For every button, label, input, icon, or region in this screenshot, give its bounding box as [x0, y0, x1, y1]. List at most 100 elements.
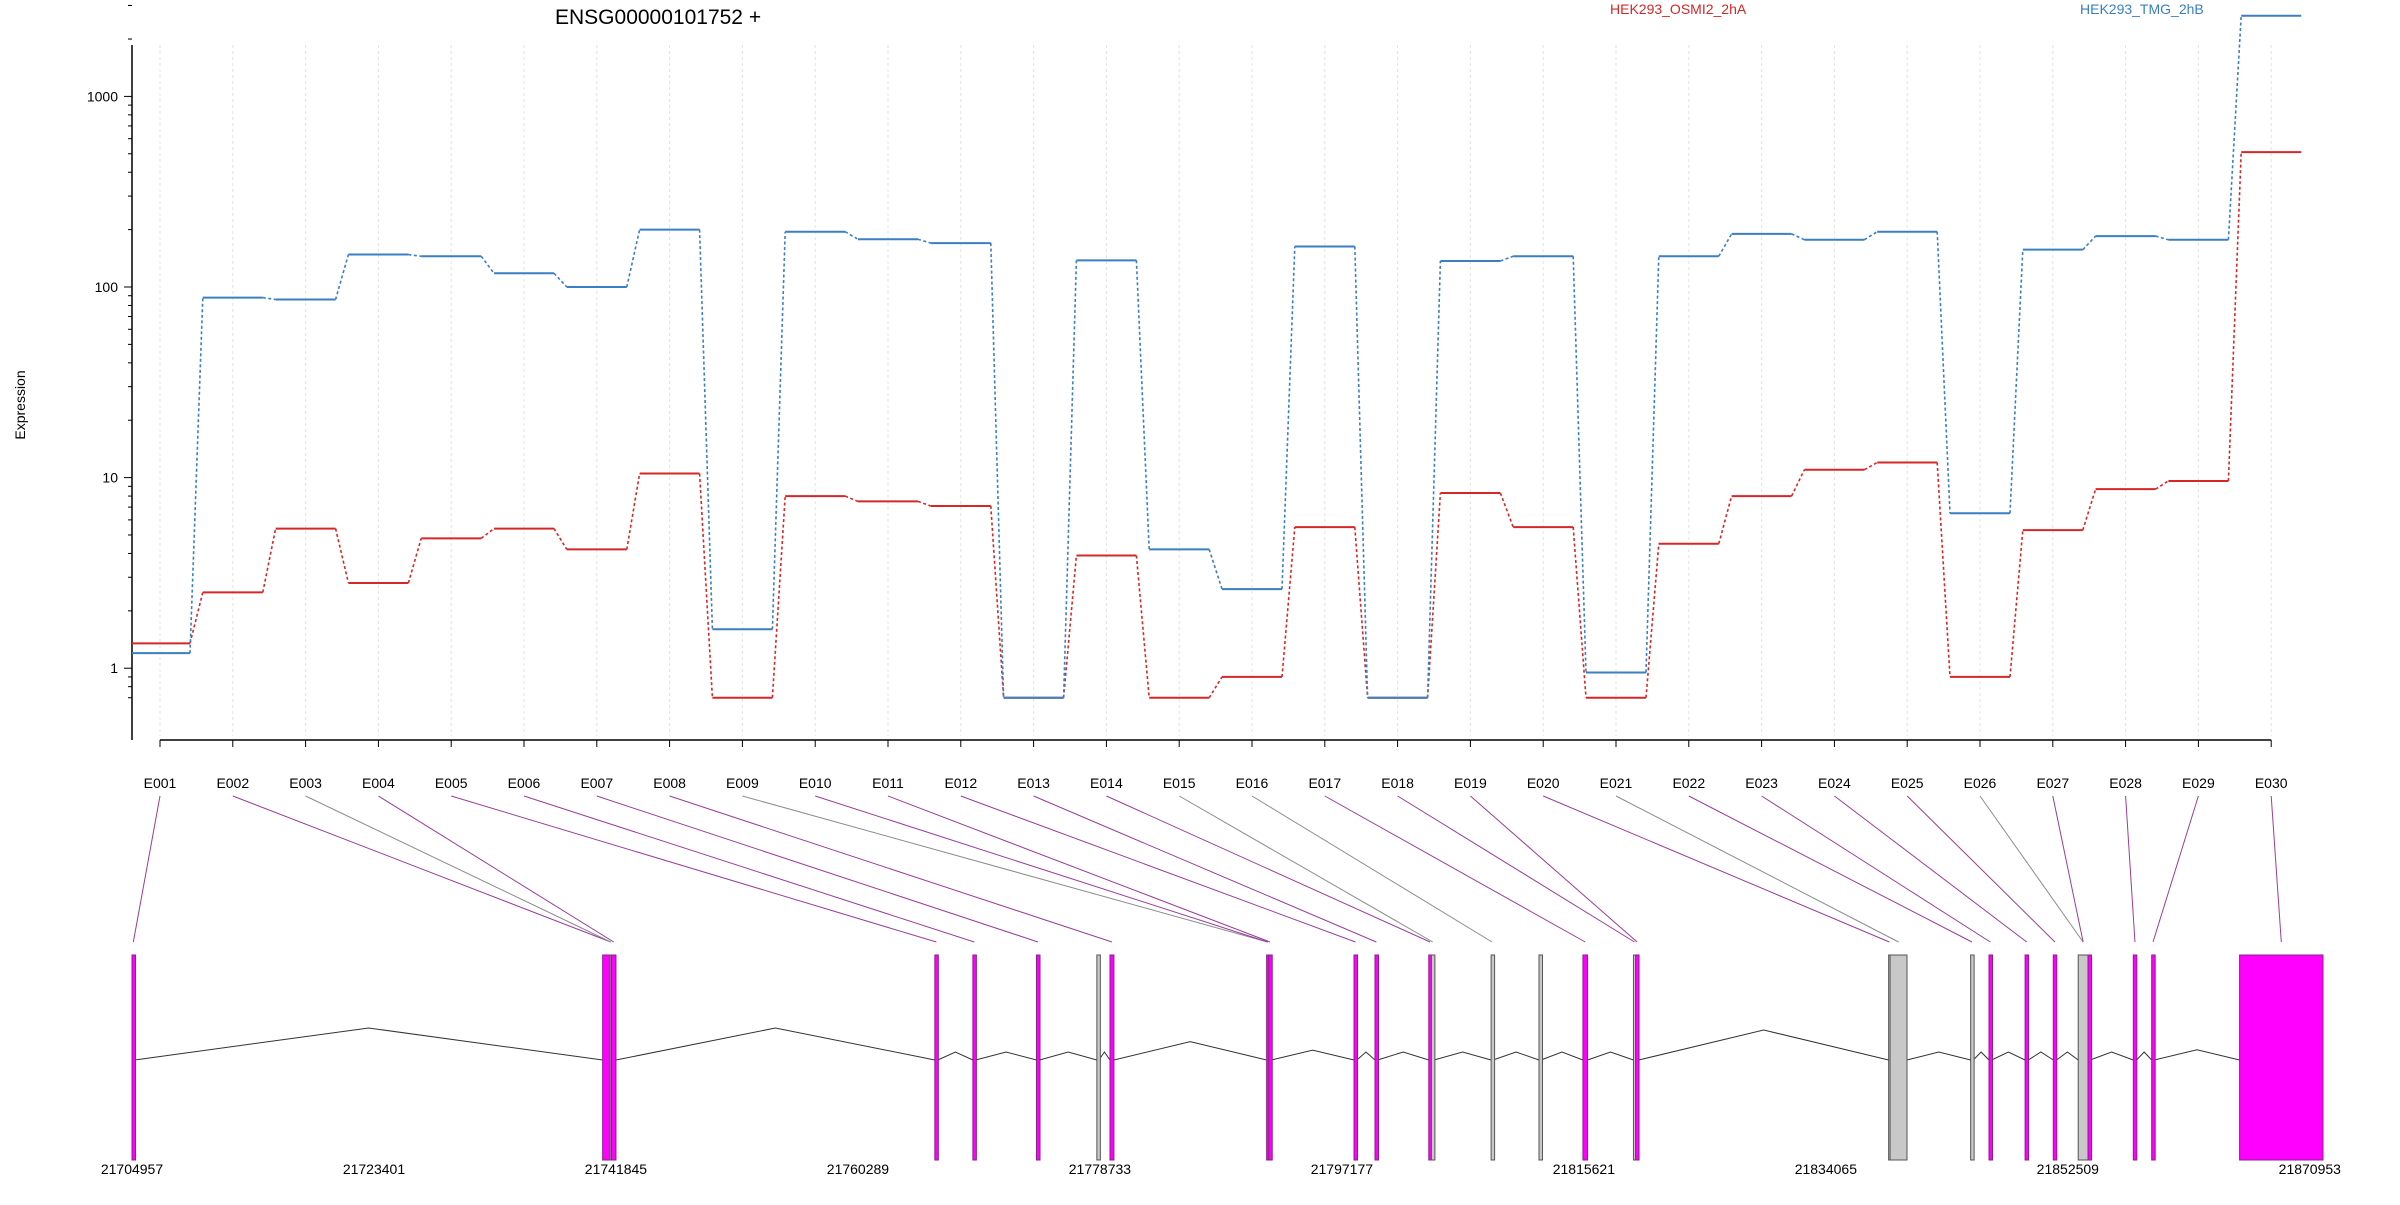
series-2-connector-E002 — [262, 296, 276, 301]
x-tick-label-E025: E025 — [1891, 775, 1924, 791]
link-E011 — [887, 795, 1271, 943]
series-2-connector-E005 — [480, 255, 495, 274]
series-1-connector-E026 — [2009, 530, 2024, 677]
link-E019 — [1470, 795, 1638, 943]
series-2-connector-E020 — [1572, 256, 1587, 673]
coordinate-label: 21852509 — [2037, 1161, 2100, 1177]
chart-title: ENSG00000101752 + — [555, 6, 761, 29]
exon-E002 — [602, 954, 611, 1161]
link-E027 — [2052, 795, 2084, 943]
intron-15 — [1433, 1051, 1492, 1061]
series-1-connector-E017 — [1354, 527, 1369, 698]
link-E012 — [960, 795, 1356, 943]
x-tick-label-E010: E010 — [799, 775, 832, 791]
exon-E022 — [1889, 954, 1908, 1161]
coordinate-label: 21834065 — [1795, 1161, 1858, 1177]
exon-E005 — [934, 954, 939, 1161]
link-E024 — [1834, 795, 2028, 943]
intron-25 — [2028, 1051, 2054, 1061]
link-E015 — [1178, 795, 1433, 943]
series-1-connector-E020 — [1572, 527, 1587, 698]
x-tick-label-E011: E011 — [872, 775, 904, 791]
series-1-connector-E008 — [698, 473, 714, 698]
legend-entry-series-1: HEK293_OSMI2_2hA — [1610, 1, 1747, 17]
x-tick-label-E019: E019 — [1454, 775, 1487, 791]
link-E005 — [451, 795, 937, 943]
intron-29 — [2136, 1051, 2153, 1061]
series-1-connector-E003 — [334, 528, 350, 584]
x-tick-label-E009: E009 — [726, 775, 759, 791]
link-E030 — [2270, 795, 2282, 943]
series-2-connector-E015 — [1208, 549, 1223, 590]
series-1-connector-E015 — [1208, 676, 1223, 699]
series-1-connector-E005 — [480, 527, 495, 539]
link-E018 — [1397, 795, 1635, 943]
x-tick-label-E026: E026 — [1964, 775, 1997, 791]
intron-5 — [937, 1051, 974, 1061]
exon-E017 — [1538, 954, 1543, 1161]
series-1-connector-E021 — [1645, 543, 1660, 698]
intron-13 — [1377, 1051, 1429, 1061]
x-tick-label-E018: E018 — [1381, 775, 1414, 791]
link-E007 — [596, 795, 1039, 943]
series-2-connector-E022 — [1718, 233, 1733, 257]
series-1-connector-E012 — [990, 505, 1005, 698]
link-E006 — [523, 795, 975, 943]
series-2 — [132, 14, 2302, 699]
series-1-connector-E019 — [1499, 492, 1514, 528]
series-2-connector-E007 — [626, 229, 641, 288]
series-1-connector-E018 — [1426, 492, 1442, 698]
exon-E004 — [610, 954, 617, 1161]
intron-6 — [975, 1051, 1037, 1061]
exon-E007 — [1036, 954, 1041, 1161]
y-tick-label: 1000 — [87, 88, 118, 104]
series-2-connector-E024 — [1863, 231, 1878, 241]
series-1-connector-E002 — [262, 528, 277, 593]
series-1-connector-E028 — [2155, 480, 2169, 490]
x-tick-label-E027: E027 — [2036, 775, 2069, 791]
x-tick-label-E008: E008 — [653, 775, 686, 791]
gene-model: 21704957 21723401 21741845 21760289 21778733… — [101, 954, 2341, 1177]
series-2-connector-E011 — [917, 238, 932, 244]
series-1-connector-E014 — [1135, 555, 1150, 698]
x-tick-label-E005: E005 — [435, 775, 468, 791]
series-1-connector-E010 — [844, 495, 859, 503]
exon-E016 — [1490, 954, 1496, 1161]
series-2-connector-E026 — [2009, 249, 2024, 514]
intron-23 — [1972, 1051, 1990, 1061]
exon-E015 — [1430, 954, 1436, 1161]
intron-7 — [1039, 1051, 1097, 1061]
x-tick-label-E029: E029 — [2182, 775, 2215, 791]
series-2-connector-E018 — [1426, 260, 1442, 698]
coordinate-label: 21815621 — [1553, 1161, 1616, 1177]
series-1-connector-E022 — [1718, 495, 1733, 544]
x-tick-label-E007: E007 — [580, 775, 613, 791]
link-E013 — [1033, 795, 1377, 943]
y-tick-label: 100 — [95, 279, 119, 295]
intron-30 — [2154, 1049, 2240, 1061]
link-E010 — [815, 795, 1268, 943]
series-2-connector-E028 — [2155, 235, 2169, 241]
intron-16 — [1492, 1051, 1540, 1061]
exon-E027 — [2077, 954, 2089, 1161]
exon-E030 — [2151, 954, 2156, 1161]
coordinate-label: 21778733 — [1069, 1161, 1132, 1177]
y-axis-label: Expression — [12, 370, 28, 439]
link-E003 — [305, 795, 611, 943]
intron-9 — [1113, 1041, 1267, 1061]
y-tick-label: 1 — [110, 660, 118, 676]
link-E026 — [1979, 795, 2084, 943]
series-1-connector-E023 — [1790, 469, 1806, 497]
link-E029 — [2152, 795, 2199, 943]
series-1-connector-E009 — [771, 496, 786, 698]
exon-E001 — [131, 954, 136, 1161]
exon-E008 — [1096, 954, 1101, 1161]
intron-26 — [2056, 1051, 2079, 1061]
x-tick-label-E030: E030 — [2255, 775, 2288, 791]
link-E002 — [232, 795, 611, 943]
x-tick-label-E024: E024 — [1818, 775, 1851, 791]
link-E020 — [1543, 795, 1890, 943]
link-E014 — [1106, 795, 1431, 943]
